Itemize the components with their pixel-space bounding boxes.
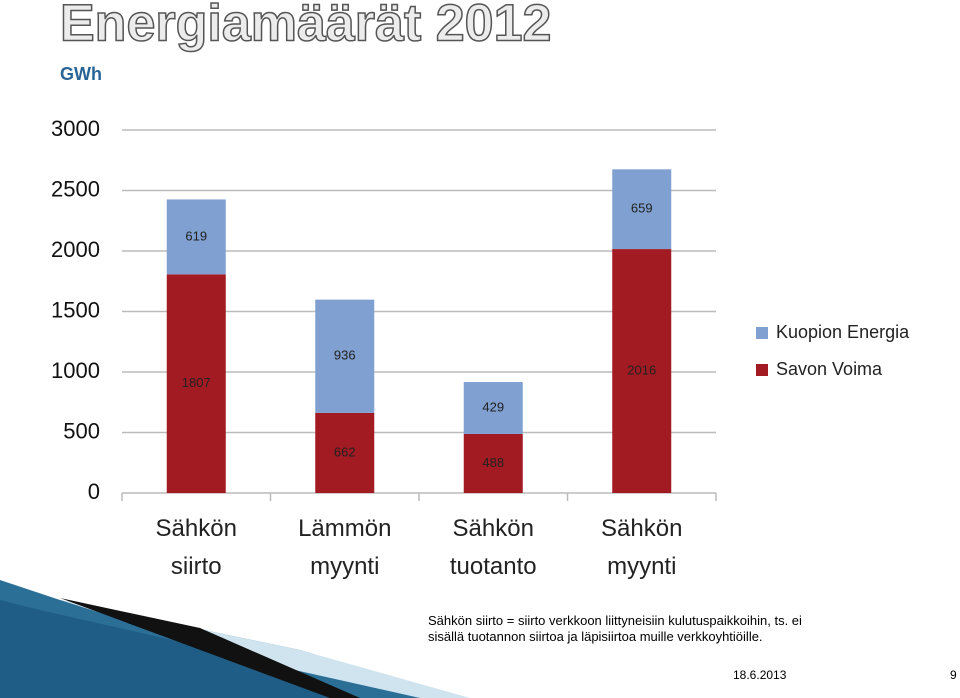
page-number: 9 bbox=[950, 668, 957, 682]
bar-segment bbox=[463, 382, 523, 434]
y-tick-label: 2000 bbox=[51, 237, 100, 262]
y-tick-label: 1500 bbox=[51, 297, 100, 322]
x-tick-label: Sähkön siirto bbox=[155, 515, 237, 580]
x-tick-label: Lämmön myynti bbox=[298, 515, 392, 580]
data-label: 659 bbox=[631, 201, 653, 216]
data-label: 2016 bbox=[627, 362, 656, 377]
bar-segment bbox=[315, 412, 375, 493]
x-tick-label: Sähkön tuotanto bbox=[449, 515, 537, 580]
legend-label: Kuopion Energia bbox=[776, 322, 910, 342]
data-label: 619 bbox=[185, 228, 207, 243]
chart-title: Energiamäärät 2012 bbox=[60, 0, 551, 53]
bar-segment bbox=[612, 169, 672, 250]
data-label: 936 bbox=[334, 348, 356, 363]
y-tick-label: 2500 bbox=[51, 176, 100, 201]
decoration bbox=[60, 598, 360, 698]
bar-segment bbox=[463, 433, 523, 493]
data-label: 488 bbox=[482, 455, 504, 470]
y-tick-label: 1000 bbox=[51, 358, 100, 383]
footnote: Sähkön siirto = siirto verkkoon liittyne… bbox=[428, 613, 802, 644]
bar-segment bbox=[166, 199, 226, 275]
data-label: 1807 bbox=[182, 375, 211, 390]
date: 18.6.2013 bbox=[733, 668, 787, 682]
bar-segment bbox=[612, 249, 672, 493]
bar-segment bbox=[315, 299, 375, 413]
y-tick-label: 3000 bbox=[51, 116, 100, 141]
x-tick-label: Sähkön myynti bbox=[601, 515, 683, 580]
legend-swatch bbox=[756, 364, 768, 376]
chart-subtitle: GWh bbox=[60, 64, 102, 84]
y-tick-label: 500 bbox=[63, 418, 100, 443]
legend-label: Savon Voima bbox=[776, 359, 883, 379]
legend-swatch bbox=[756, 327, 768, 339]
data-label: 662 bbox=[334, 444, 356, 459]
data-label: 429 bbox=[482, 399, 504, 414]
decoration bbox=[0, 600, 340, 698]
bar-segment bbox=[166, 274, 226, 493]
y-tick-label: 0 bbox=[88, 479, 100, 504]
